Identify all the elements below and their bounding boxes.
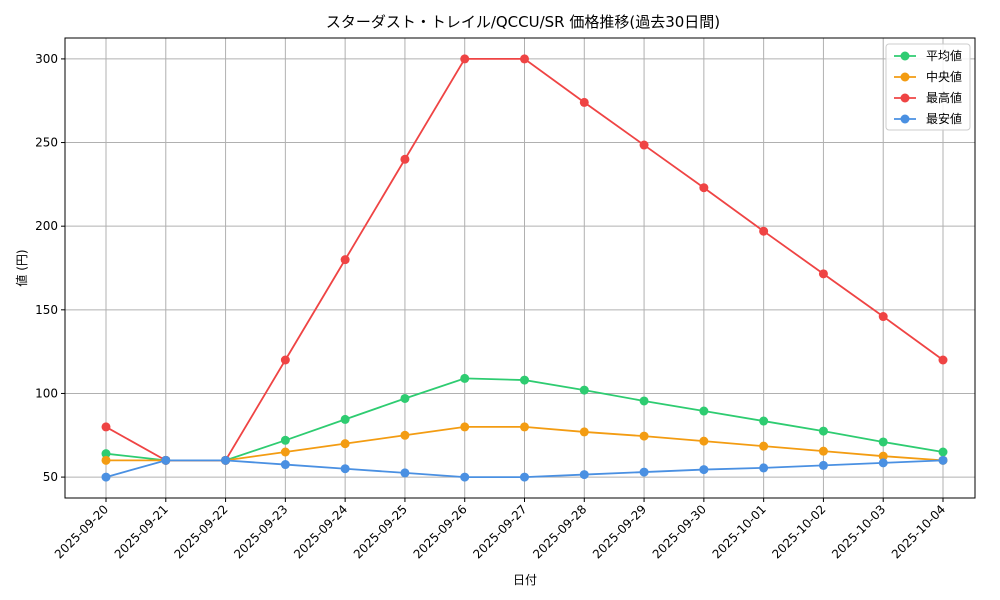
data-point: [818, 446, 828, 456]
data-point: [818, 460, 828, 470]
data-point: [161, 455, 171, 465]
data-point: [818, 426, 828, 436]
data-point: [878, 451, 888, 461]
data-point: [400, 430, 410, 440]
x-tick-label: 2025-09-30: [650, 502, 709, 561]
data-point: [579, 427, 589, 437]
data-point: [400, 393, 410, 403]
data-point: [579, 470, 589, 480]
data-point: [878, 312, 888, 322]
data-point: [280, 355, 290, 365]
y-tick-label: 150: [35, 303, 58, 317]
legend-label: 最安値: [926, 111, 962, 126]
data-point: [460, 472, 470, 482]
data-point: [699, 406, 709, 416]
data-point: [101, 422, 111, 432]
legend-label: 最高値: [926, 90, 962, 105]
data-point: [818, 269, 828, 279]
x-tick-label: 2025-09-29: [590, 502, 649, 561]
grid-layer: [65, 38, 975, 498]
y-tick-label: 250: [35, 136, 58, 150]
data-point: [280, 460, 290, 470]
legend-marker: [900, 114, 910, 124]
x-tick-label: 2025-09-21: [112, 502, 171, 561]
x-tick-label: 2025-09-26: [411, 502, 470, 561]
data-point: [699, 183, 709, 193]
data-point: [460, 422, 470, 432]
data-point: [520, 375, 529, 385]
y-tick-label: 200: [35, 219, 58, 233]
x-tick-label: 2025-10-04: [889, 502, 948, 561]
data-point: [340, 439, 350, 449]
legend-item: 最高値: [894, 90, 962, 105]
data-point: [938, 355, 948, 365]
data-point: [938, 455, 948, 465]
x-tick-label: 2025-10-01: [710, 502, 769, 561]
data-point: [759, 226, 769, 236]
x-tick-label: 2025-09-20: [52, 502, 111, 561]
data-point: [520, 472, 529, 482]
data-point: [101, 449, 111, 459]
legend-label: 平均値: [926, 48, 962, 63]
x-tick-label: 2025-09-27: [470, 502, 529, 561]
data-point: [400, 468, 410, 478]
data-point: [639, 467, 649, 477]
data-point: [759, 463, 769, 473]
data-point: [579, 385, 589, 395]
data-point: [101, 455, 111, 465]
data-point: [699, 436, 709, 446]
y-tick-label: 50: [43, 470, 58, 484]
y-tick-label: 100: [35, 386, 58, 400]
legend-marker: [900, 93, 910, 103]
x-tick-label: 2025-09-23: [231, 502, 290, 561]
data-point: [639, 431, 649, 441]
data-point: [340, 414, 350, 424]
data-point: [340, 255, 350, 265]
data-point: [280, 447, 290, 457]
legend-marker: [900, 51, 910, 61]
chart-title: スターダスト・トレイル/QCCU/SR 価格推移(過去30日間): [326, 13, 720, 31]
data-point: [579, 97, 589, 107]
x-axis-label: 日付: [513, 573, 537, 587]
plot-frame: [64, 37, 976, 499]
x-tick-label: 2025-10-03: [829, 502, 888, 561]
y-axis-label: 値 (円): [14, 249, 29, 286]
legend-label: 中央値: [926, 69, 962, 84]
y-tick-label: 300: [35, 52, 58, 66]
data-point: [759, 441, 769, 451]
series-layer: [101, 54, 948, 482]
data-point: [460, 54, 470, 64]
data-point: [878, 458, 888, 468]
legend-item: 平均値: [894, 48, 962, 63]
data-point: [520, 54, 529, 64]
x-tick-label: 2025-09-28: [530, 502, 589, 561]
data-point: [639, 396, 649, 406]
data-point: [221, 455, 231, 465]
legend-item: 最安値: [894, 111, 962, 126]
data-point: [639, 140, 649, 150]
x-tick-label: 2025-09-24: [291, 502, 350, 561]
data-point: [699, 465, 709, 475]
data-point: [938, 447, 948, 457]
data-point: [520, 422, 529, 432]
legend-box: [885, 43, 971, 131]
legend-marker: [900, 72, 910, 82]
data-point: [101, 472, 111, 482]
data-point: [460, 373, 470, 383]
y-axis-ticks: 50 100 150 200 250 300: [35, 52, 65, 484]
x-axis-ticks: 2025-09-20 2025-09-21 2025-09-22 2025-09-23…: [52, 498, 948, 561]
data-point: [280, 435, 290, 445]
data-point: [878, 437, 888, 447]
x-tick-label: 2025-09-22: [171, 502, 230, 561]
x-tick-label: 2025-10-02: [769, 502, 828, 561]
series-最安値: [101, 455, 948, 482]
data-point: [400, 154, 410, 164]
x-tick-label: 2025-09-25: [351, 502, 410, 561]
legend-item: 中央値: [894, 69, 962, 84]
data-point: [340, 464, 350, 474]
data-point: [759, 416, 769, 426]
